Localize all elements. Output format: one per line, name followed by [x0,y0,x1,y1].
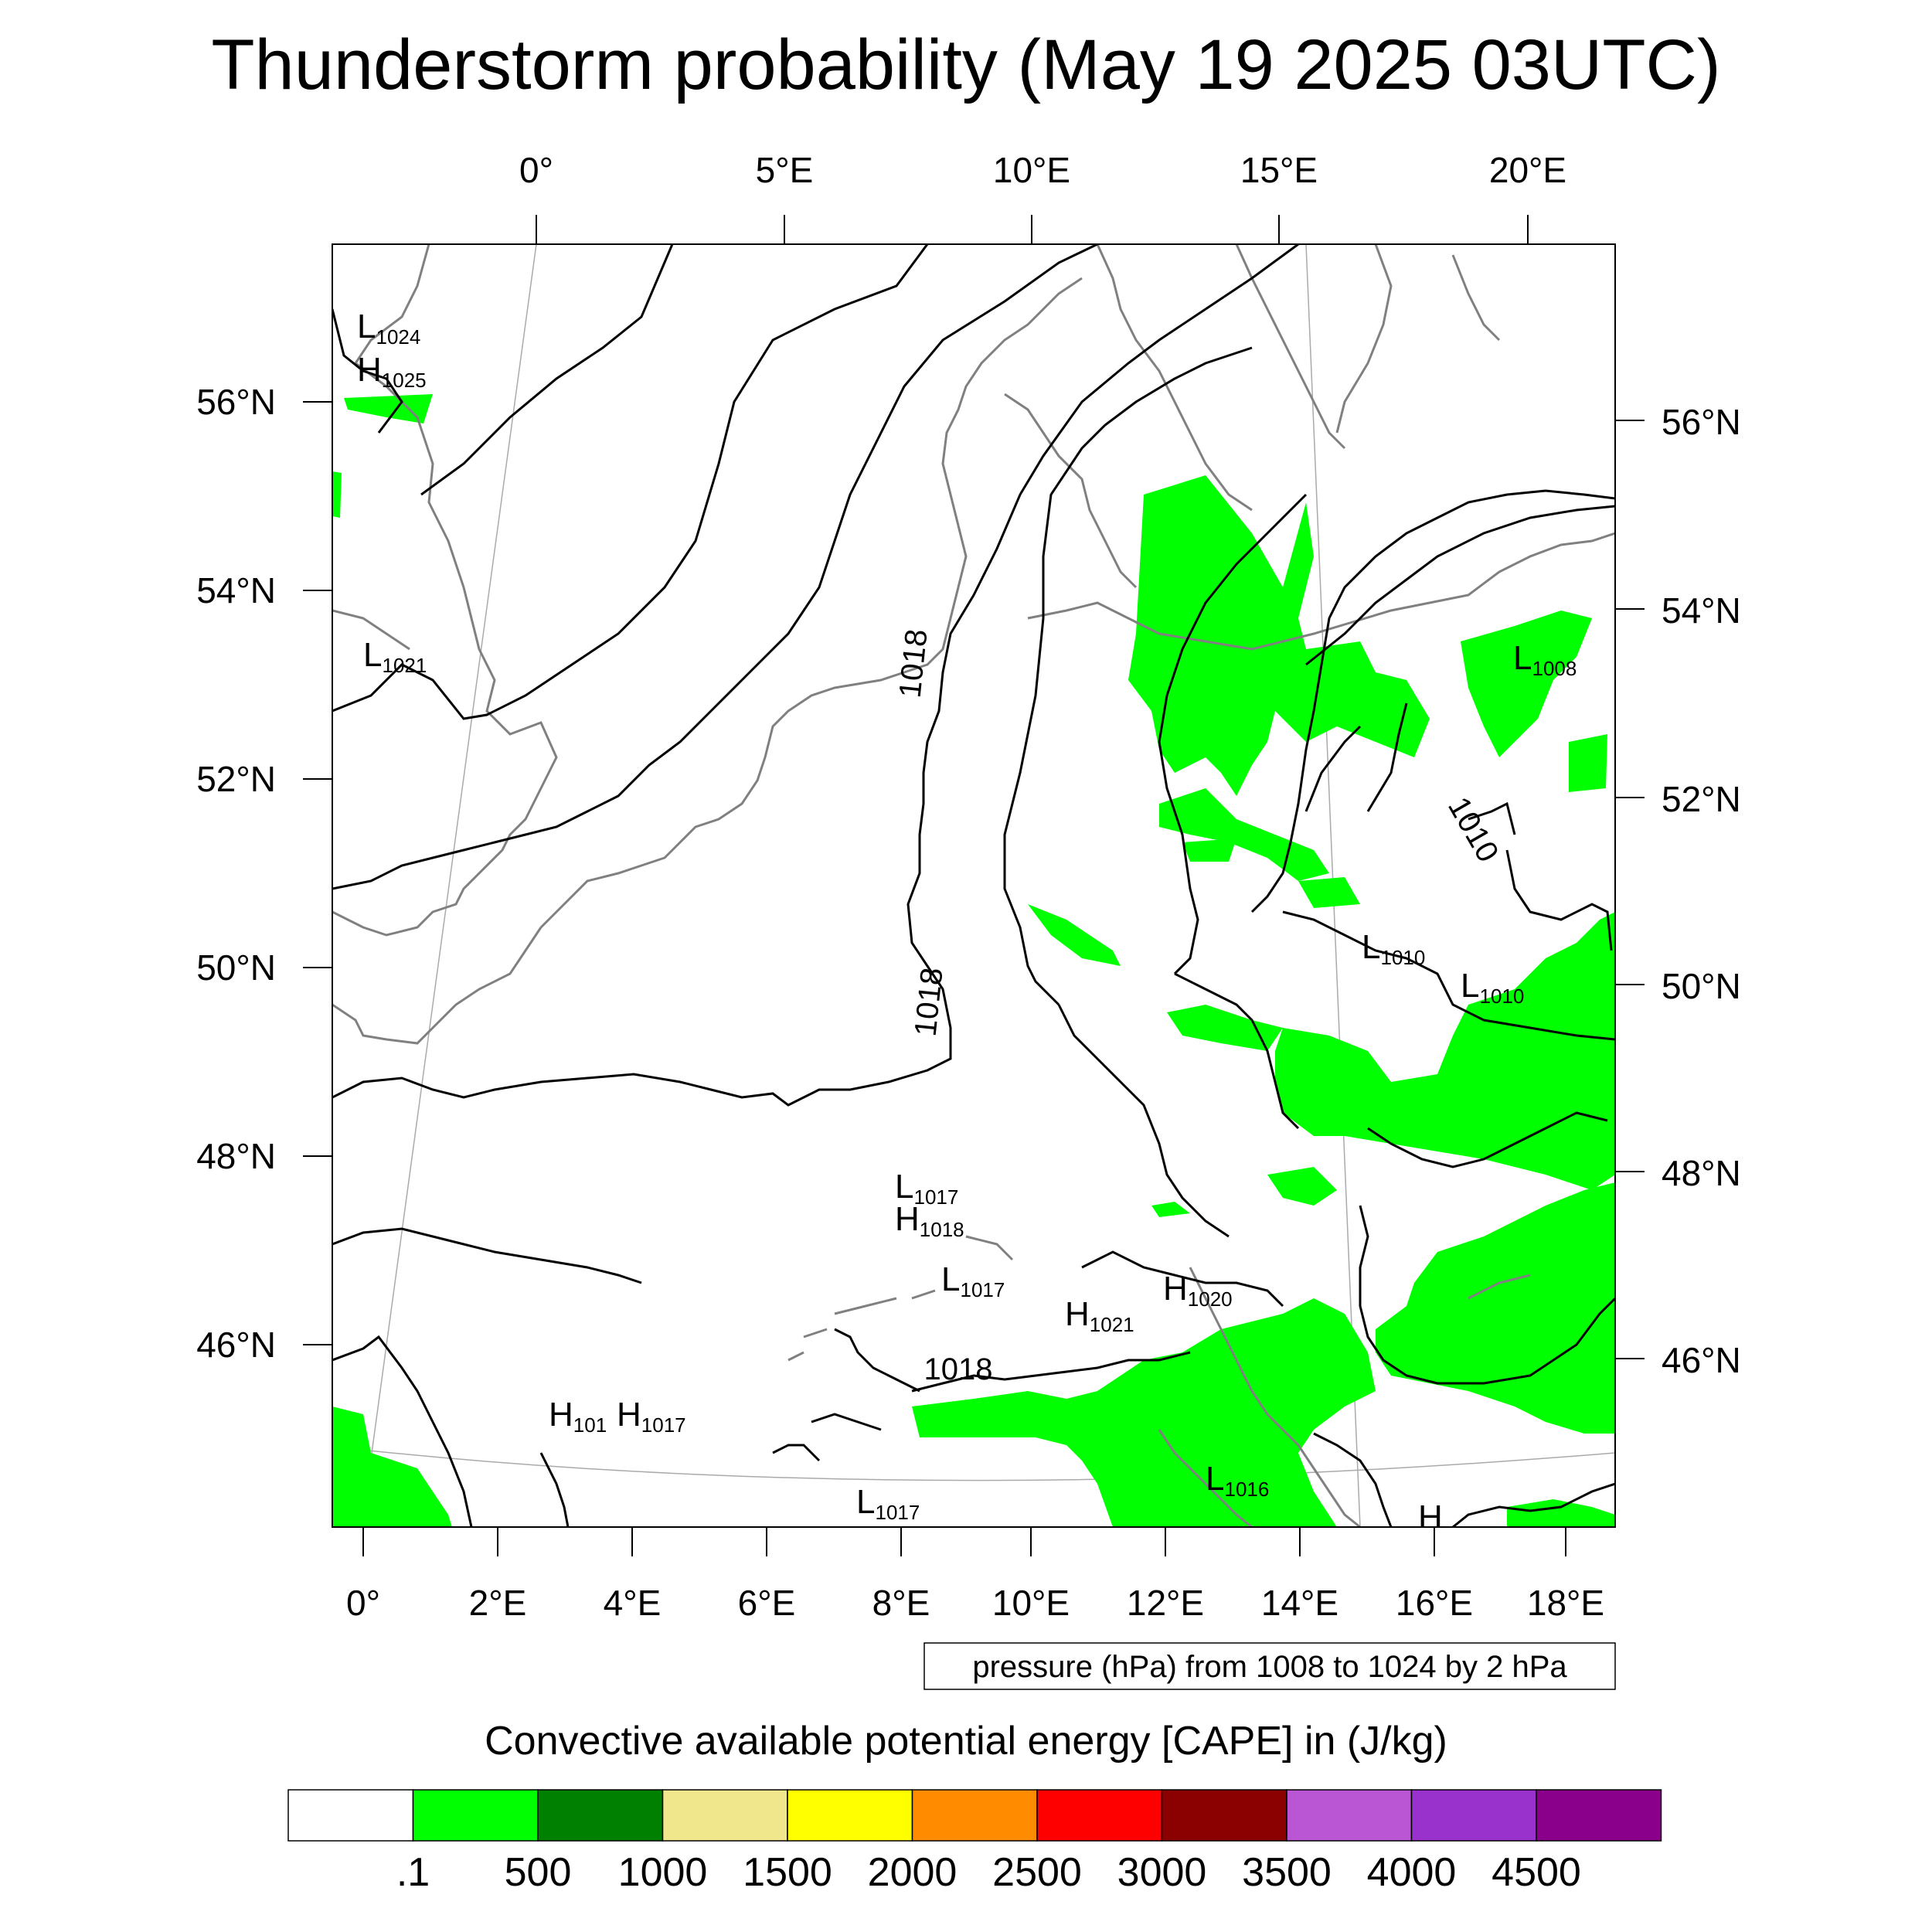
pressure-center: H1017 [617,1396,686,1437]
colorbar-label: 3500 [1242,1850,1332,1895]
pressure-center: H1020 [1163,1270,1233,1311]
colorbar-swatch [1036,1789,1163,1842]
colorbar-swatch [1286,1789,1413,1842]
colorbar-swatch [537,1789,664,1842]
colorbar-title: Convective available potential energy [C… [485,1719,1447,1764]
pressure-center: H1025 [357,351,427,392]
right-lat-label: 54°N [1662,590,1741,631]
colorbar [287,1789,1662,1842]
pressure-center: L1010 [1461,967,1524,1008]
pressure-center: L1017 [895,1168,958,1209]
top-longitude-axis: 0° 5°E 10°E 15°E 20°E [519,150,1566,244]
bottom-lon-label: 14°E [1261,1583,1338,1623]
colorbar-swatch [287,1789,414,1842]
pressure-note-text: pressure (hPa) from 1008 to 1024 by 2 hP… [972,1650,1567,1684]
top-lon-label: 10°E [993,150,1070,190]
bottom-lon-label: 4°E [604,1583,662,1623]
isobar-label: 1018 [909,966,950,1038]
left-lat-label: 46°N [196,1325,276,1365]
pressure-note: pressure (hPa) from 1008 to 1024 by 2 hP… [923,1642,1616,1690]
right-lat-label: 46°N [1662,1340,1741,1380]
pressure-center: H101 [549,1396,607,1437]
right-lat-label: 56°N [1662,402,1741,442]
pressure-center: L1021 [363,636,427,677]
colorbar-swatch [1536,1789,1662,1842]
pressure-center: L1016 [1206,1460,1269,1501]
colorbar-label: 3000 [1117,1850,1207,1895]
map-border [332,243,1616,1528]
isobar-label: 1018 [924,1352,993,1386]
pressure-center: H1018 [895,1200,964,1241]
pressure-center: H [1418,1498,1443,1536]
bottom-lon-label: 16°E [1396,1583,1473,1623]
pressure-center: L1024 [357,308,420,349]
left-lat-label: 48°N [196,1136,276,1176]
colorbar-label: .1 [396,1850,430,1895]
map-plot-area: 1018 1018 1018 1010 L1024 H1025 L1021 L1… [332,244,1615,1536]
top-lon-label: 5°E [756,150,814,190]
bottom-longitude-axis: 0° 2°E 4°E 6°E 8°E 10°E 12°E 14°E 16°E 1… [346,1527,1604,1623]
colorbar-label: 2500 [992,1850,1082,1895]
pressure-centers: L1024 H1025 L1021 L1008 L1010 L1010 L101… [357,308,1577,1536]
pressure-center: L1017 [856,1483,920,1524]
colorbar-label: 4500 [1492,1850,1581,1895]
colorbar-label: 500 [505,1850,572,1895]
bottom-lon-label: 10°E [992,1583,1070,1623]
top-lon-label: 15°E [1240,150,1318,190]
colorbar-swatch [787,1789,913,1842]
pressure-center: L1017 [941,1260,1005,1301]
top-lon-label: 20°E [1489,150,1566,190]
right-lat-label: 52°N [1662,779,1741,819]
bottom-lon-label: 0° [346,1583,380,1623]
colorbar-label: 2000 [868,1850,957,1895]
colorbar-swatch [1161,1789,1287,1842]
right-lat-label: 50°N [1662,966,1741,1006]
bottom-lon-label: 2°E [469,1583,527,1623]
top-lon-label: 0° [519,150,553,190]
bottom-lon-label: 8°E [872,1583,930,1623]
right-latitude-axis: 56°N 54°N 52°N 50°N 48°N 46°N [1615,402,1741,1380]
bottom-lon-label: 12°E [1127,1583,1204,1623]
colorbar-swatch [911,1789,1038,1842]
bottom-lon-label: 18°E [1527,1583,1604,1623]
colorbar-label: 1500 [743,1850,832,1895]
colorbar-swatch [1410,1789,1537,1842]
right-lat-label: 48°N [1662,1153,1741,1193]
colorbar-labels: .1 500 1000 1500 2000 2500 3000 3500 4000 4500 [396,1850,1581,1895]
pressure-center: L1010 [1362,928,1425,969]
pressure-center: H1021 [1065,1295,1134,1336]
colorbar-swatch [412,1789,539,1842]
map-title: Thunderstorm probability (May 19 2025 03… [211,26,1720,104]
left-lat-label: 50°N [196,947,276,988]
left-lat-label: 54°N [196,570,276,611]
pressure-center: L1008 [1513,639,1577,680]
colorbar-swatch [662,1789,788,1842]
colorbar-label: 1000 [618,1850,708,1895]
isobars [332,244,1615,1527]
colorbar-label: 4000 [1367,1850,1457,1895]
bottom-lon-label: 6°E [738,1583,796,1623]
coastlines [332,244,1615,1527]
left-lat-label: 52°N [196,759,276,799]
left-latitude-axis: 56°N 54°N 52°N 50°N 48°N 46°N [196,382,332,1365]
left-lat-label: 56°N [196,382,276,422]
isobar-label: 1018 [893,628,934,699]
